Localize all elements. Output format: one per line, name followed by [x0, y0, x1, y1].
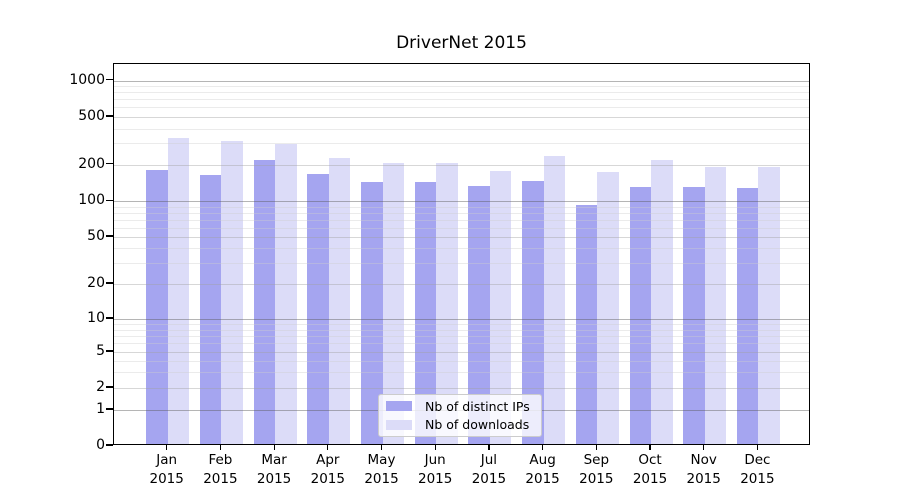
plot-area: [113, 63, 810, 445]
x-axis-tick-mark: [380, 445, 383, 450]
y-axis-tick-mark: [106, 408, 113, 410]
legend-label: Nb of distinct IPs: [425, 398, 530, 414]
x-axis-tick-label: Nov 2015: [686, 452, 721, 487]
bar-distinct-ips: [253, 159, 276, 444]
x-axis-tick-mark: [219, 445, 222, 450]
y-axis-tick-mark: [106, 162, 113, 165]
y-axis-tick-label: 100: [78, 192, 105, 209]
legend-label: Nb of downloads: [425, 417, 530, 433]
x-axis-tick-mark: [273, 445, 275, 450]
x-axis-tick-label: Jan 2015: [149, 452, 184, 487]
x-axis-tick-label: May 2015: [364, 452, 399, 487]
bar-downloads: [167, 138, 190, 444]
bar-downloads: [275, 144, 297, 444]
y-axis-tick-mark: [106, 350, 113, 352]
y-axis-tick-mark: [106, 115, 113, 117]
bar-distinct-ips: [575, 205, 598, 444]
y-axis-tick-label: 5: [96, 342, 105, 359]
legend: Nb of distinct IPs Nb of downloads: [378, 394, 542, 437]
x-axis-tick-mark: [542, 445, 544, 450]
x-axis-tick-label: Dec 2015: [740, 452, 775, 487]
y-axis-tick-label: 1: [96, 401, 105, 417]
y-axis-tick-label: 1000: [69, 71, 105, 88]
bar-distinct-ips: [522, 180, 544, 444]
bar-downloads: [597, 171, 619, 444]
chart-title: DriverNet 2015: [396, 33, 527, 53]
y-axis-tick-mark: [106, 235, 113, 237]
legend-swatch-downloads: [386, 419, 412, 430]
bar-downloads: [489, 170, 512, 444]
x-axis-tick-label: Apr 2015: [310, 452, 345, 487]
x-axis-tick-label: Sep 2015: [579, 452, 614, 487]
bar-downloads: [436, 163, 458, 444]
y-axis-tick-label: 2: [96, 379, 105, 395]
x-axis-tick-label: Mar 2015: [256, 452, 292, 487]
bar-distinct-ips: [629, 186, 651, 444]
bar-downloads: [543, 156, 566, 444]
x-axis-tick-mark: [703, 445, 705, 450]
y-axis-tick-label: 20: [87, 274, 105, 291]
y-axis-tick-label: 10: [87, 309, 105, 326]
x-axis-tick-mark: [595, 445, 597, 450]
x-axis-tick-mark: [756, 445, 759, 450]
x-axis-tick-mark: [166, 445, 168, 450]
bar-downloads: [651, 160, 673, 444]
x-axis-tick-label: Jun 2015: [418, 452, 453, 487]
x-axis-tick-label: Feb 2015: [203, 452, 238, 487]
bar-distinct-ips: [199, 175, 222, 444]
x-axis-tick-label: Aug 2015: [525, 452, 560, 487]
legend-item: Nb of downloads: [386, 417, 541, 432]
bar-downloads: [221, 141, 243, 444]
legend-item: Nb of distinct IPs: [386, 399, 541, 414]
x-axis-tick-mark: [488, 445, 490, 450]
x-axis-tick-mark: [649, 445, 651, 450]
bar-distinct-ips: [683, 186, 705, 444]
y-axis-tick-mark: [106, 282, 113, 284]
bar-distinct-ips: [146, 169, 168, 444]
y-axis-tick-mark: [106, 444, 113, 446]
bar-downloads: [704, 167, 727, 444]
y-axis-tick-label: 500: [78, 107, 105, 124]
x-axis-tick-label: Oct 2015: [632, 452, 668, 487]
bar-distinct-ips: [414, 182, 437, 444]
y-axis-tick-label: 50: [87, 228, 105, 244]
legend-swatch-distinct-ips: [386, 401, 412, 412]
bar-downloads: [758, 166, 780, 444]
x-axis-tick-mark: [434, 445, 436, 450]
bar-distinct-ips: [307, 174, 329, 444]
y-axis-tick-mark: [106, 199, 113, 202]
bar-distinct-ips: [361, 181, 383, 444]
y-axis-tick-mark: [106, 386, 113, 388]
bar-downloads: [328, 157, 351, 444]
y-axis-tick-mark: [106, 317, 113, 319]
bar-downloads: [382, 162, 404, 444]
y-axis-tick-label: 0: [96, 437, 105, 453]
y-axis-tick-label: 200: [78, 155, 105, 172]
x-axis-tick-mark: [327, 445, 329, 450]
x-axis-tick-label: Jul 2015: [471, 452, 507, 487]
y-axis-tick-mark: [106, 78, 113, 81]
bar-distinct-ips: [736, 188, 759, 444]
bars-layer: [114, 64, 809, 444]
bar-distinct-ips: [468, 186, 490, 444]
